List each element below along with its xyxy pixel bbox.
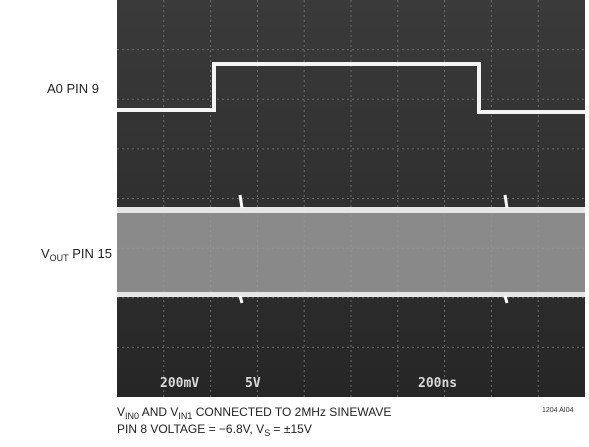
digital-trace <box>117 62 585 114</box>
subscript: S <box>264 428 270 438</box>
caption-line: PIN 8 VOLTAGE = −6.8V, VS = ±15V <box>117 422 312 438</box>
band-top <box>117 207 585 213</box>
band-bottom <box>117 292 585 297</box>
text: AND V <box>139 405 178 419</box>
readout-time: 200ns <box>418 376 457 391</box>
subscript: IN1 <box>178 411 192 421</box>
subscript: OUT <box>50 253 70 263</box>
glitch <box>238 194 509 304</box>
text: PIN 15 <box>69 246 112 261</box>
subscript: IN0 <box>125 411 139 421</box>
caption-line: VIN0 AND VIN1 CONNECTED TO 2MHz SINEWAVE <box>117 405 391 421</box>
sine-band <box>117 207 585 297</box>
text: V <box>117 405 125 419</box>
label-a0: A0 PIN 9 <box>47 81 99 96</box>
readout-ch2: 5V <box>245 376 261 391</box>
label-vout: VOUT PIN 15 <box>41 246 112 263</box>
figure-id: 1204 AI04 <box>542 407 574 414</box>
readout-ch1: 200mV <box>160 376 199 391</box>
text: PIN 8 VOLTAGE = −6.8V, V <box>117 422 264 436</box>
text: CONNECTED TO 2MHz SINEWAVE <box>192 405 391 419</box>
text: V <box>41 246 50 261</box>
text: = ±15V <box>270 422 312 436</box>
